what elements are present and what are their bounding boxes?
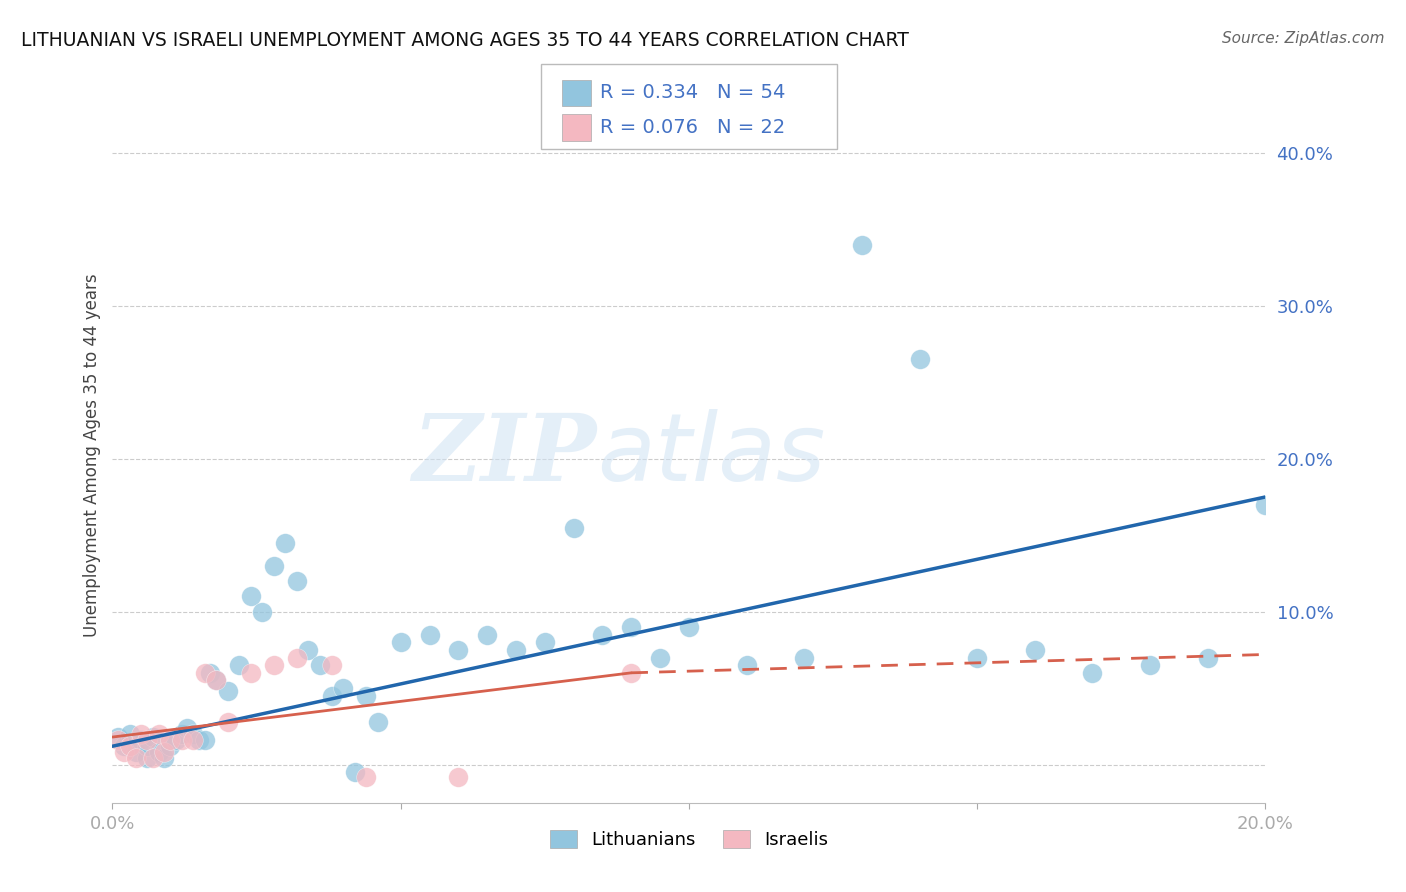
Point	[200, 665, 222, 680]
Point	[650, 650, 672, 665]
Point	[321, 658, 343, 673]
Text: R = 0.076: R = 0.076	[600, 119, 699, 137]
Point	[908, 352, 931, 367]
Text: R = 0.334: R = 0.334	[600, 84, 699, 103]
Point	[124, 745, 146, 759]
Point	[1139, 658, 1161, 673]
Point	[188, 733, 211, 747]
Point	[1024, 643, 1046, 657]
Text: Source: ZipAtlas.com: Source: ZipAtlas.com	[1222, 31, 1385, 46]
Point	[148, 745, 170, 759]
Point	[205, 673, 228, 688]
Point	[620, 665, 643, 680]
Point	[170, 727, 193, 741]
Point	[534, 635, 557, 649]
Point	[129, 727, 153, 741]
Point	[181, 733, 204, 747]
Point	[1197, 650, 1219, 665]
Y-axis label: Unemployment Among Ages 35 to 44 years: Unemployment Among Ages 35 to 44 years	[83, 273, 101, 637]
Point	[309, 658, 332, 673]
Point	[274, 536, 297, 550]
Point	[217, 684, 239, 698]
Text: N = 22: N = 22	[717, 119, 786, 137]
Point	[136, 733, 159, 747]
Point	[153, 751, 176, 765]
Point	[107, 733, 129, 747]
Point	[447, 643, 470, 657]
Point	[112, 745, 135, 759]
Point	[194, 665, 217, 680]
Point	[107, 730, 129, 744]
Point	[735, 658, 758, 673]
Point	[153, 745, 176, 759]
Point	[285, 574, 308, 588]
Text: ZIP: ZIP	[412, 410, 596, 500]
Point	[129, 733, 153, 747]
Point	[966, 650, 988, 665]
Point	[505, 643, 527, 657]
Point	[118, 739, 141, 754]
Point	[148, 727, 170, 741]
Point	[332, 681, 354, 695]
Point	[217, 714, 239, 729]
Point	[447, 770, 470, 784]
Text: atlas: atlas	[596, 409, 825, 500]
Point	[176, 721, 198, 735]
Point	[562, 520, 585, 534]
Point	[239, 665, 262, 680]
Point	[321, 689, 343, 703]
Point	[124, 751, 146, 765]
Point	[793, 650, 815, 665]
Point	[354, 689, 377, 703]
Point	[194, 733, 217, 747]
Point	[159, 739, 181, 754]
Point	[1254, 498, 1277, 512]
Point	[592, 627, 614, 641]
Point	[165, 733, 187, 747]
Point	[159, 733, 181, 747]
Point	[678, 620, 700, 634]
Point	[285, 650, 308, 665]
Point	[228, 658, 250, 673]
Point	[205, 673, 228, 688]
Point	[1081, 665, 1104, 680]
Point	[475, 627, 499, 641]
Point	[851, 237, 873, 252]
Point	[367, 714, 389, 729]
Text: N = 54: N = 54	[717, 84, 786, 103]
Point	[118, 727, 141, 741]
Text: LITHUANIAN VS ISRAELI UNEMPLOYMENT AMONG AGES 35 TO 44 YEARS CORRELATION CHART: LITHUANIAN VS ISRAELI UNEMPLOYMENT AMONG…	[21, 31, 908, 50]
Point	[239, 590, 262, 604]
Point	[297, 643, 319, 657]
Point	[142, 730, 165, 744]
Point	[389, 635, 412, 649]
Point	[136, 739, 159, 754]
Point	[620, 620, 643, 634]
Point	[142, 751, 165, 765]
Point	[252, 605, 274, 619]
Point	[170, 733, 193, 747]
Point	[263, 658, 285, 673]
Point	[354, 770, 377, 784]
Point	[419, 627, 441, 641]
Point	[112, 739, 135, 754]
Legend: Lithuanians, Israelis: Lithuanians, Israelis	[543, 822, 835, 856]
Point	[136, 751, 159, 765]
Point	[181, 727, 204, 741]
Point	[263, 558, 285, 573]
Point	[343, 765, 366, 780]
